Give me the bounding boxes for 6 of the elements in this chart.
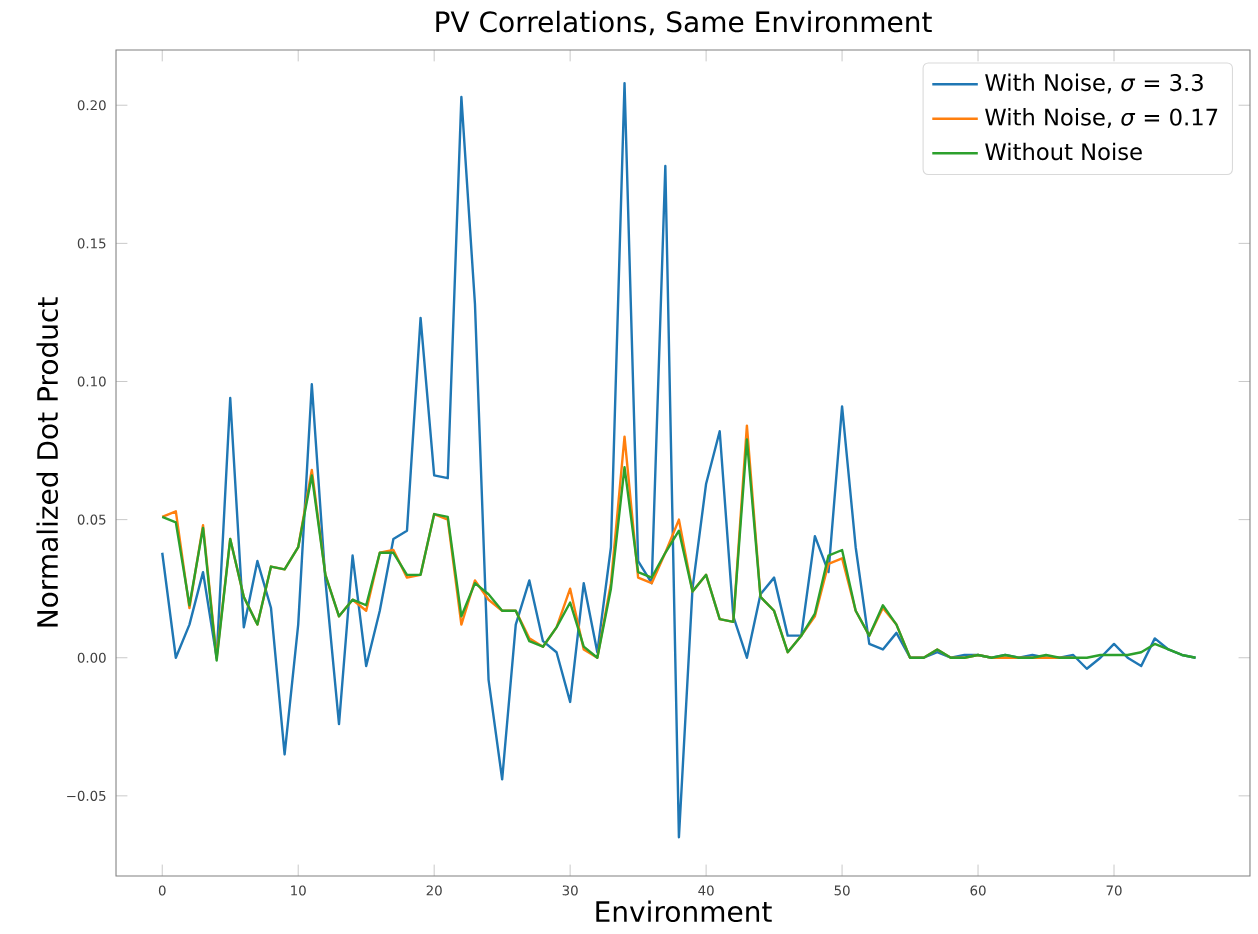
legend-label: With Noise, σ = 0.17 xyxy=(985,108,1218,128)
y-axis-title: Normalized Dot Product xyxy=(36,297,59,627)
legend-label: Without Noise xyxy=(985,142,1142,161)
chart-title: PV Correlations, Same Environment xyxy=(436,10,932,36)
legend-label: With Noise, σ = 3.3 xyxy=(985,73,1203,94)
x-axis-title: Environment xyxy=(596,900,772,923)
